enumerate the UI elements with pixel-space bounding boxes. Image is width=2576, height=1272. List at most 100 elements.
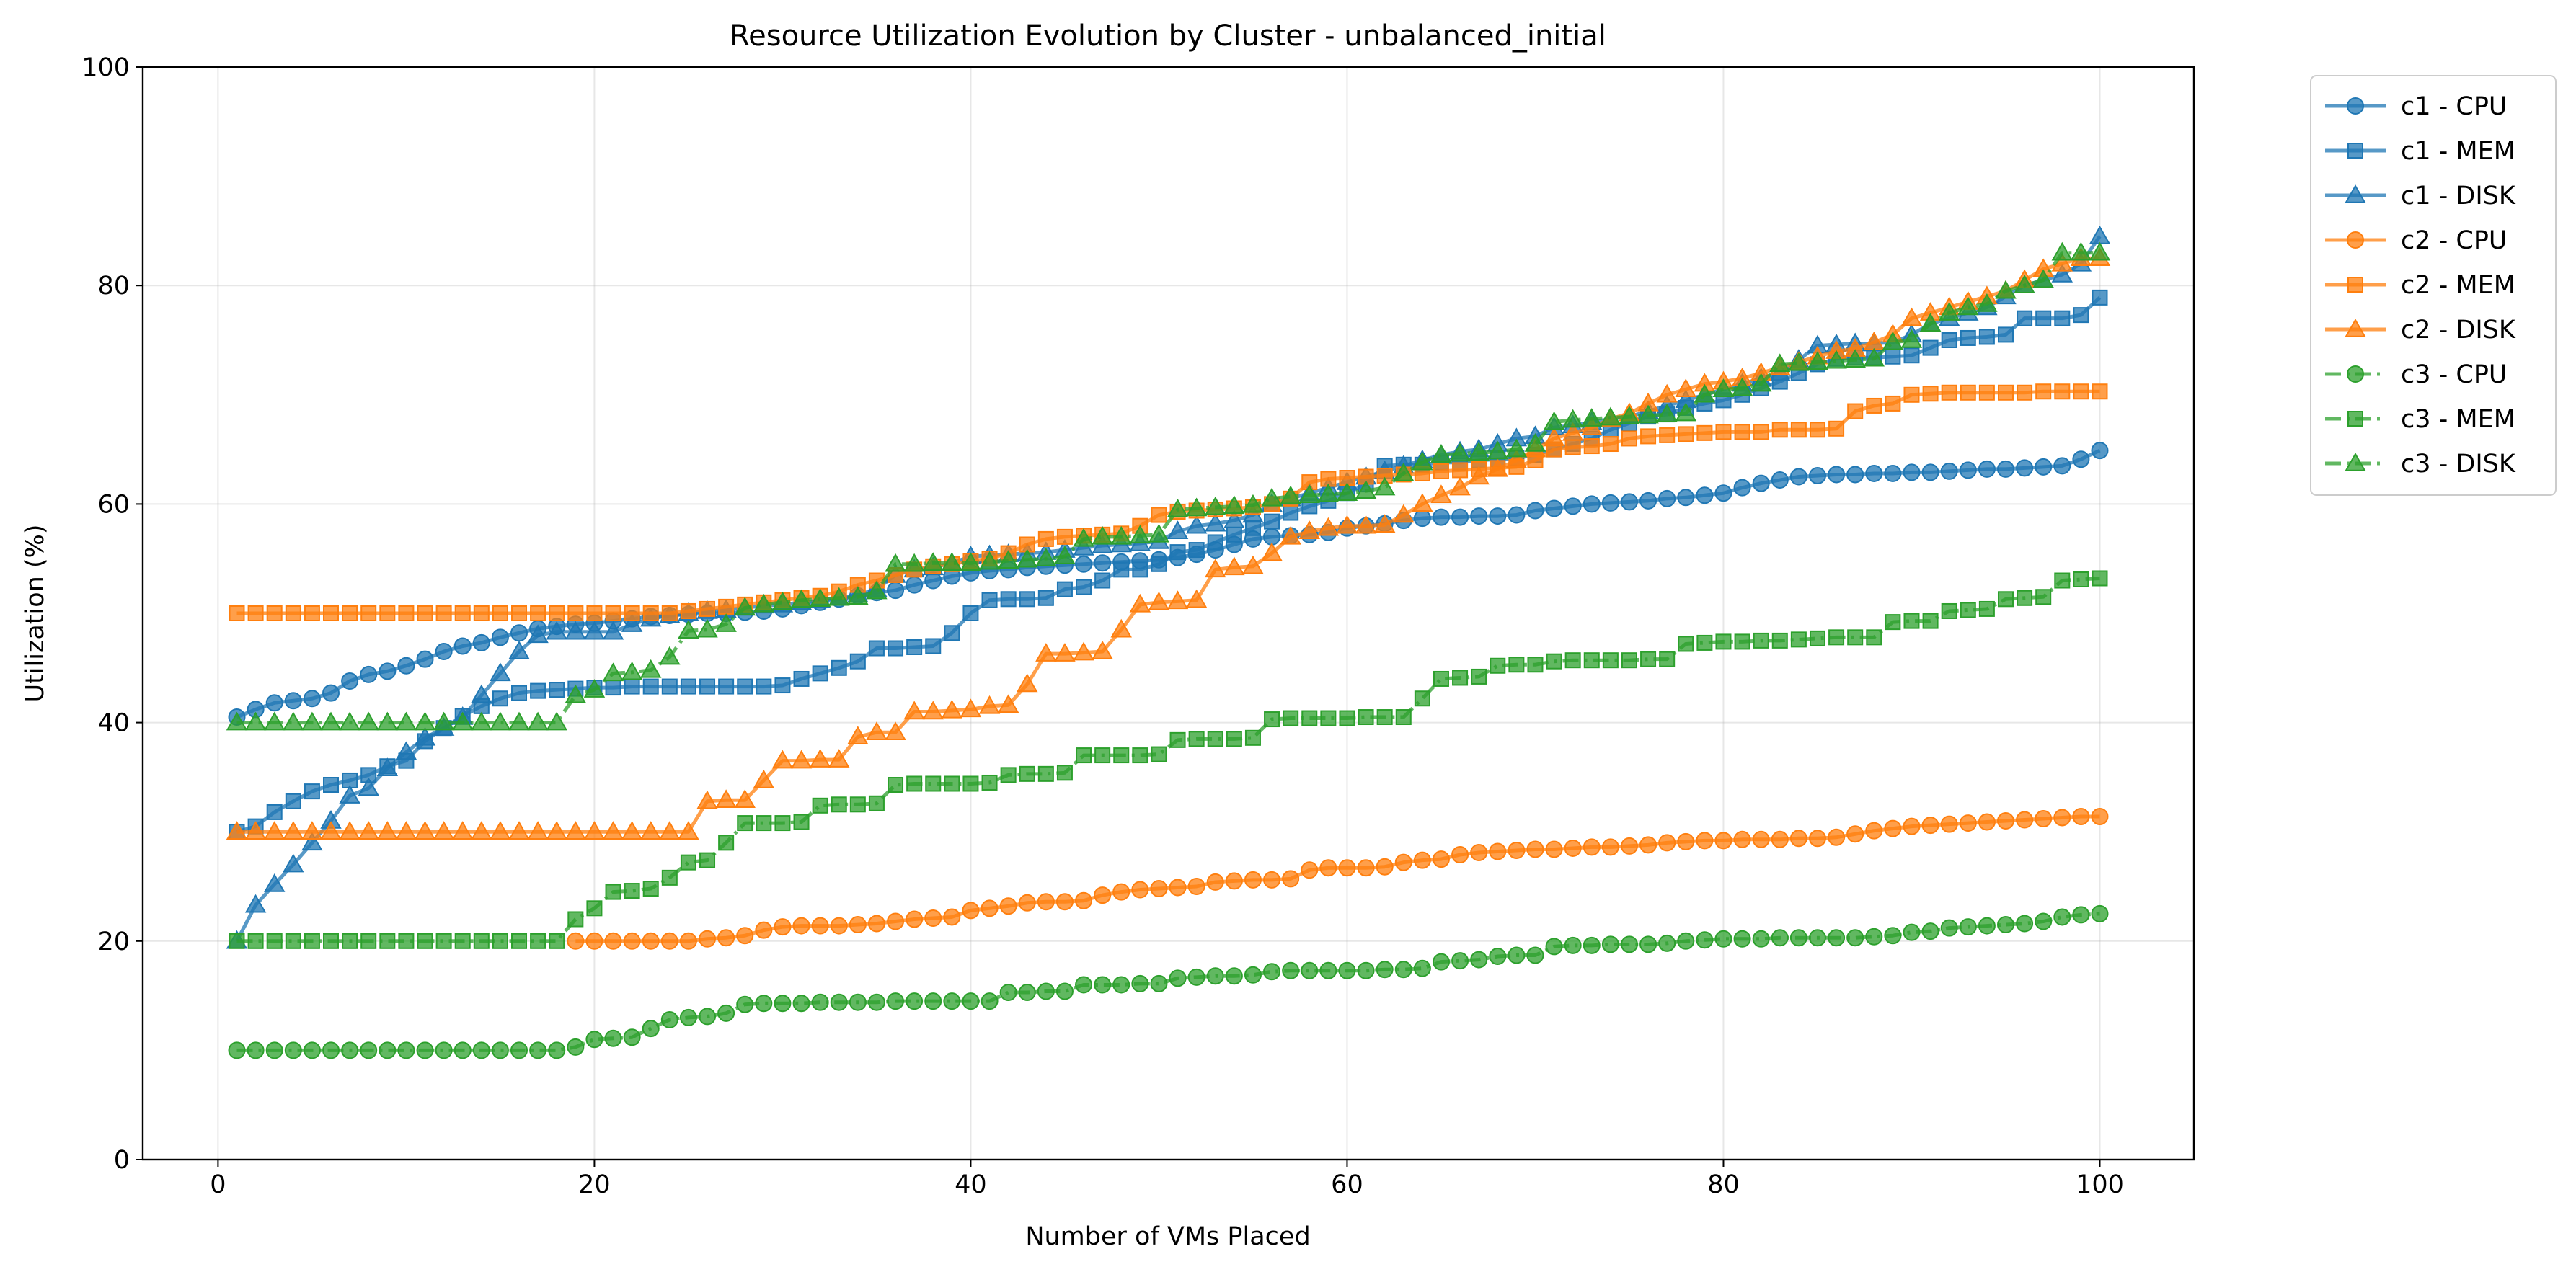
data-point xyxy=(1808,929,1826,947)
data-point xyxy=(1658,489,1676,507)
data-point xyxy=(981,592,998,608)
x-axis-label: Number of VMs Placed xyxy=(1025,1222,1310,1251)
data-point xyxy=(2091,904,2109,922)
data-point xyxy=(1771,929,1789,947)
data-point xyxy=(661,869,678,886)
data-point xyxy=(511,685,528,701)
data-point xyxy=(1847,403,1864,419)
data-point xyxy=(1508,841,1526,859)
data-point xyxy=(451,711,474,731)
data-point xyxy=(1903,347,1920,364)
data-point xyxy=(1150,880,1168,898)
data-point xyxy=(1639,836,1657,854)
data-point xyxy=(301,711,323,731)
data-point xyxy=(941,699,963,719)
data-point xyxy=(887,912,905,930)
data-point xyxy=(1018,984,1036,1002)
data-point xyxy=(888,640,904,657)
data-point xyxy=(567,605,584,621)
data-point xyxy=(1678,636,1694,652)
data-point xyxy=(1583,438,1600,455)
data-point xyxy=(1432,508,1450,526)
data-point xyxy=(1055,982,1074,1000)
data-point xyxy=(567,911,584,928)
data-point xyxy=(1338,961,1356,979)
data-point xyxy=(2035,383,2052,400)
data-point xyxy=(1960,602,1976,618)
data-point xyxy=(1393,504,1415,523)
data-point xyxy=(1336,482,1358,501)
data-point xyxy=(2016,915,2034,933)
data-point xyxy=(1882,332,1904,350)
data-point xyxy=(527,821,549,840)
data-point xyxy=(660,1010,678,1028)
data-point xyxy=(1468,442,1490,461)
data-point xyxy=(867,993,885,1011)
data-point xyxy=(1451,952,1469,970)
data-point xyxy=(831,659,847,676)
data-point xyxy=(678,821,699,840)
data-point xyxy=(812,797,828,814)
data-point xyxy=(508,641,530,659)
data-point xyxy=(283,853,304,873)
data-point xyxy=(1715,633,1732,650)
legend-label: c1 - CPU xyxy=(2401,92,2508,121)
data-point xyxy=(342,933,358,949)
data-point xyxy=(1110,618,1132,638)
data-point xyxy=(511,605,528,621)
data-point xyxy=(1112,883,1130,901)
data-point xyxy=(360,665,378,683)
data-point xyxy=(565,821,587,840)
data-point xyxy=(1788,352,1810,371)
data-point xyxy=(1564,936,1582,954)
data-point xyxy=(1129,525,1151,544)
data-point xyxy=(1640,651,1657,667)
data-point xyxy=(1714,930,1732,948)
data-point xyxy=(981,774,998,791)
data-point xyxy=(756,815,772,832)
legend-label: c1 - MEM xyxy=(2401,137,2515,166)
data-point xyxy=(1151,507,1167,523)
data-point xyxy=(1187,968,1205,986)
data-point xyxy=(376,821,399,840)
data-point xyxy=(453,1041,472,1059)
data-point xyxy=(1545,499,1563,517)
data-point xyxy=(809,588,831,608)
data-point xyxy=(1545,840,1563,858)
data-point xyxy=(604,932,622,950)
data-point xyxy=(960,552,982,571)
series-line xyxy=(236,251,2100,725)
data-point xyxy=(1960,329,1976,346)
data-point xyxy=(699,1008,717,1026)
data-point xyxy=(1752,930,1770,948)
data-point xyxy=(1430,484,1452,504)
data-point xyxy=(1922,613,1939,629)
data-point xyxy=(266,804,283,820)
data-point xyxy=(1696,424,1713,441)
data-point xyxy=(849,653,866,670)
data-point xyxy=(2017,384,2033,401)
data-point xyxy=(680,678,696,695)
data-point xyxy=(1413,851,1431,869)
data-point xyxy=(792,995,810,1013)
data-point xyxy=(867,915,885,933)
data-point xyxy=(1620,837,1638,855)
data-point xyxy=(1753,632,1769,649)
data-point xyxy=(1073,641,1094,661)
data-point xyxy=(1226,731,1242,747)
data-point xyxy=(379,662,397,680)
data-point xyxy=(1863,347,1885,367)
data-point xyxy=(1809,630,1825,646)
data-point xyxy=(1828,420,1845,437)
data-point xyxy=(906,910,924,928)
data-point xyxy=(530,682,546,699)
data-point xyxy=(1167,590,1189,610)
data-point xyxy=(266,605,283,621)
data-point xyxy=(605,884,621,900)
series-c2-cpu xyxy=(567,807,2109,950)
data-point xyxy=(358,821,379,840)
data-point xyxy=(283,821,304,840)
data-point xyxy=(774,677,791,694)
data-point xyxy=(247,933,264,949)
